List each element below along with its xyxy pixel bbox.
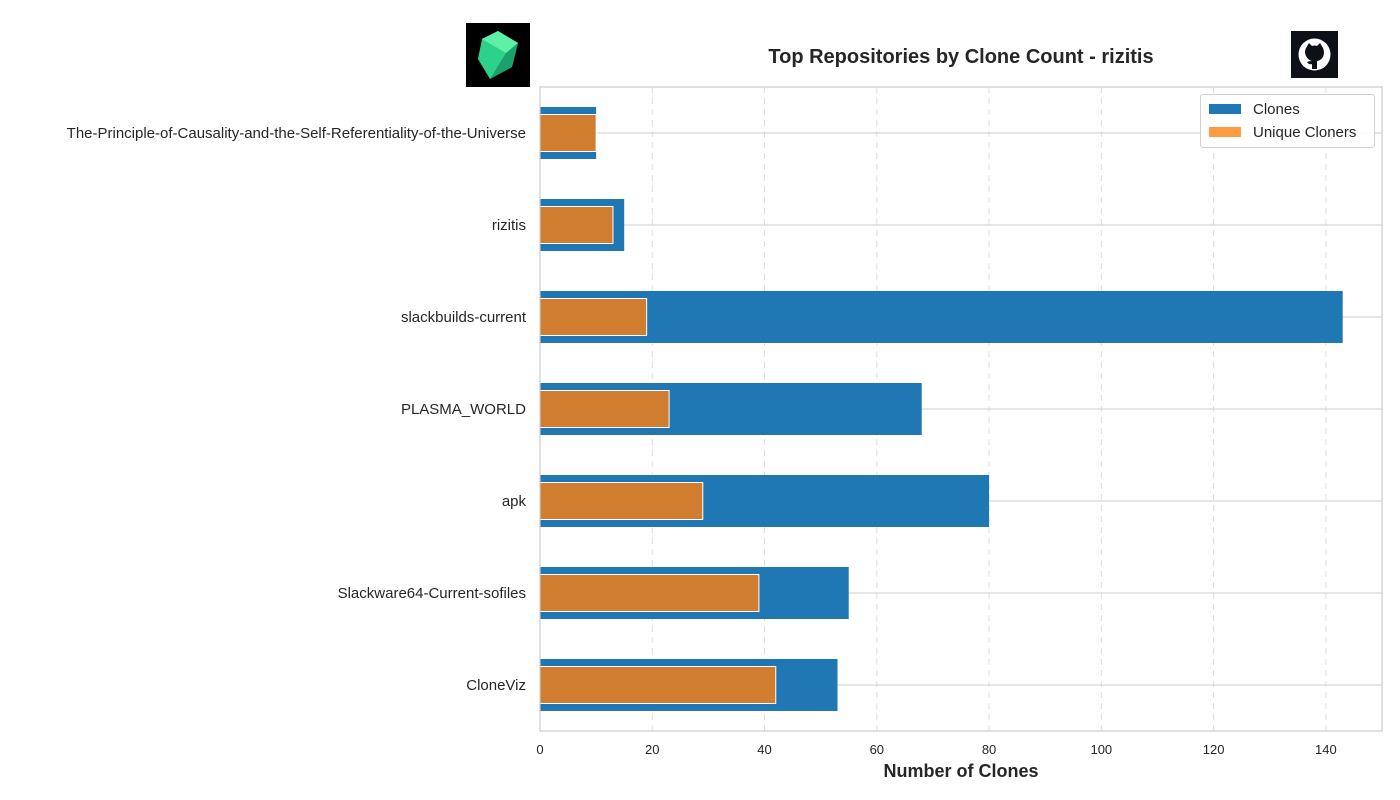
plot-frame xyxy=(539,86,1383,732)
legend-item-unique-cloners: Unique Cloners xyxy=(1209,122,1356,142)
x-axis-label: Number of Clones xyxy=(883,761,1039,781)
bar-unique-cloners-4 xyxy=(539,482,704,520)
bar-clones-2 xyxy=(540,291,1343,343)
x-tick-label-2: 40 xyxy=(757,742,771,757)
legend-label-clones: Clones xyxy=(1253,100,1300,118)
legend-swatch-unique-cloners xyxy=(1209,127,1241,137)
y-tick-label-1: rizitis xyxy=(492,217,526,234)
bar-unique-cloners-6 xyxy=(539,666,777,704)
chart-title: Top Repositories by Clone Count - riziti… xyxy=(768,46,1154,68)
bar-unique-cloners-1 xyxy=(539,206,614,244)
github-logo xyxy=(1291,31,1338,78)
x-tick-label-3: 60 xyxy=(870,742,884,757)
bar-unique-cloners-3 xyxy=(539,390,670,428)
y-tick-label-0: The-Principle-of-Causality-and-the-Self-… xyxy=(67,125,526,142)
x-tick-label-6: 120 xyxy=(1203,742,1225,757)
x-tick-label-1: 20 xyxy=(645,742,659,757)
y-tick-label-3: PLASMA_WORLD xyxy=(401,401,526,418)
x-tick-label-4: 80 xyxy=(982,742,996,757)
bar-unique-cloners-0 xyxy=(539,114,597,152)
legend-swatch-clones xyxy=(1209,104,1241,114)
x-tick-label-7: 140 xyxy=(1315,742,1337,757)
legend-item-clones: Clones xyxy=(1209,99,1300,119)
legend-label-unique-cloners: Unique Cloners xyxy=(1253,123,1357,141)
cube-logo xyxy=(466,23,530,87)
legend: Clones Unique Cloners xyxy=(1200,94,1375,148)
y-tick-label-4: apk xyxy=(502,493,527,510)
x-tick-label-0: 0 xyxy=(536,742,543,757)
bar-unique-cloners-5 xyxy=(539,574,760,612)
y-tick-label-5: Slackware64-Current-sofiles xyxy=(338,585,526,602)
y-tick-label-6: CloneViz xyxy=(466,677,526,694)
y-tick-label-2: slackbuilds-current xyxy=(401,309,527,326)
x-tick-label-5: 100 xyxy=(1090,742,1112,757)
bar-unique-cloners-2 xyxy=(539,298,648,336)
